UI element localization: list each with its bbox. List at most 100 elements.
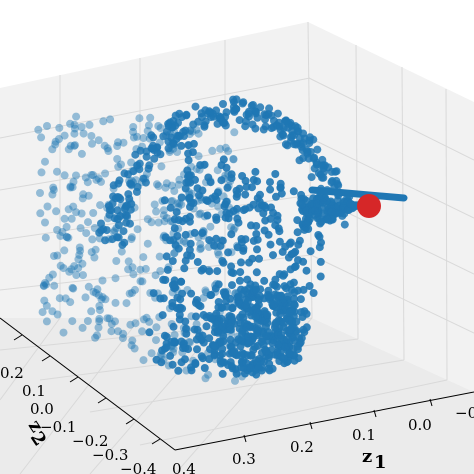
scatter-point: [309, 154, 318, 163]
scatter-point: [227, 262, 236, 271]
scatter-point: [244, 109, 253, 118]
scatter-point: [199, 338, 208, 347]
scatter-point: [219, 258, 228, 267]
scatter-point: [214, 250, 223, 259]
scatter-point: [226, 335, 235, 344]
scatter-point: [227, 312, 236, 321]
scatter-point: [162, 252, 171, 261]
scatter-point: [129, 133, 138, 142]
scatter-point: [191, 360, 200, 369]
scatter-point: [77, 149, 86, 158]
z2-tick-label: 0.2: [0, 364, 24, 382]
scatter-point: [98, 293, 107, 302]
scatter-point: [218, 117, 227, 126]
scatter-point: [42, 301, 51, 310]
scatter-point: [167, 181, 176, 190]
scatter-point: [87, 248, 96, 257]
scatter-point: [317, 217, 326, 226]
scatter-point: [293, 286, 302, 295]
scatter-point: [114, 327, 122, 336]
scatter-point: [211, 284, 220, 293]
scatter-point: [274, 224, 283, 233]
axis-edges: [0, 317, 474, 451]
scatter-point: [95, 302, 104, 310]
scatter-point: [221, 291, 230, 300]
scatter-point: [264, 291, 272, 299]
scatter-point: [298, 313, 307, 321]
scatter-point: [48, 145, 57, 154]
scatter-point: [184, 141, 193, 150]
scatter-point: [346, 199, 355, 208]
scatter-point: [306, 247, 315, 256]
scatter-point: [155, 252, 164, 261]
scatter-point: [101, 295, 110, 304]
scatter-point: [290, 263, 299, 272]
scatter-point: [133, 132, 141, 141]
scatter-point: [199, 311, 208, 319]
scatter-point: [114, 162, 123, 171]
scatter-point: [48, 270, 57, 279]
scatter-point: [207, 291, 216, 299]
scatter-point: [245, 337, 253, 346]
scatter-point: [184, 171, 193, 180]
z1-tick-label: 0.2: [290, 438, 314, 456]
scatter-point: [224, 248, 233, 257]
scatter-point: [139, 253, 148, 262]
scatter-point: [79, 129, 88, 138]
scatter-point: [129, 127, 138, 136]
scatter-point: [129, 270, 138, 279]
scatter-point: [66, 182, 75, 191]
scatter-point: [218, 344, 227, 353]
scatter-point: [283, 292, 292, 301]
scatter-point: [84, 282, 93, 291]
scatter-point: [53, 167, 61, 176]
scatter-point: [219, 100, 227, 108]
scatter-point: [191, 102, 200, 111]
scatter-point: [113, 142, 122, 150]
scatter-point: [67, 214, 76, 223]
scatter-point: [70, 120, 79, 129]
scatter-point: [37, 168, 46, 177]
scatter-point: [133, 183, 142, 191]
scatter-point: [203, 211, 212, 220]
scatter-point: [36, 209, 45, 218]
scatter-point: [151, 271, 160, 280]
scatter-point: [119, 227, 128, 236]
scatter-point: [290, 356, 299, 365]
scatter-point: [79, 190, 88, 199]
scatter-point: [315, 232, 324, 241]
scatter-point: [49, 185, 58, 194]
z2-tick-label: 0.1: [22, 382, 46, 400]
scatter-point: [76, 246, 85, 255]
scatter-point: [94, 174, 103, 183]
z2-tick-label: −0.3: [92, 446, 128, 464]
origin-direction-line: [308, 186, 408, 202]
scatter-point: [113, 155, 122, 163]
scatter-point: [198, 229, 207, 238]
scatter-point: [60, 171, 69, 180]
scatter-point: [170, 187, 179, 195]
scatter-point: [286, 238, 295, 247]
scatter-point: [99, 117, 108, 126]
scatter-point: [238, 172, 247, 180]
scatter-point: [190, 325, 199, 334]
z2-tick-label: −0.2: [72, 432, 108, 450]
scatter-point: [72, 112, 81, 121]
scatter-point: [302, 266, 311, 275]
scatter-point: [200, 121, 209, 130]
scatter-point: [276, 183, 285, 192]
scatter-point: [127, 235, 136, 244]
scatter-point: [164, 119, 173, 128]
scatter-point: [168, 257, 177, 265]
scatter-point: [182, 329, 191, 338]
scatter-point: [42, 317, 51, 326]
scatter-point: [87, 132, 96, 140]
scatter-point: [162, 214, 171, 222]
scatter-point: [177, 141, 186, 150]
scatter-point: [75, 243, 84, 252]
scatter-point: [196, 245, 205, 254]
scatter-point: [174, 180, 183, 189]
scatter-point: [128, 288, 136, 297]
scatter-point: [154, 182, 163, 190]
scatter-point: [62, 222, 71, 231]
